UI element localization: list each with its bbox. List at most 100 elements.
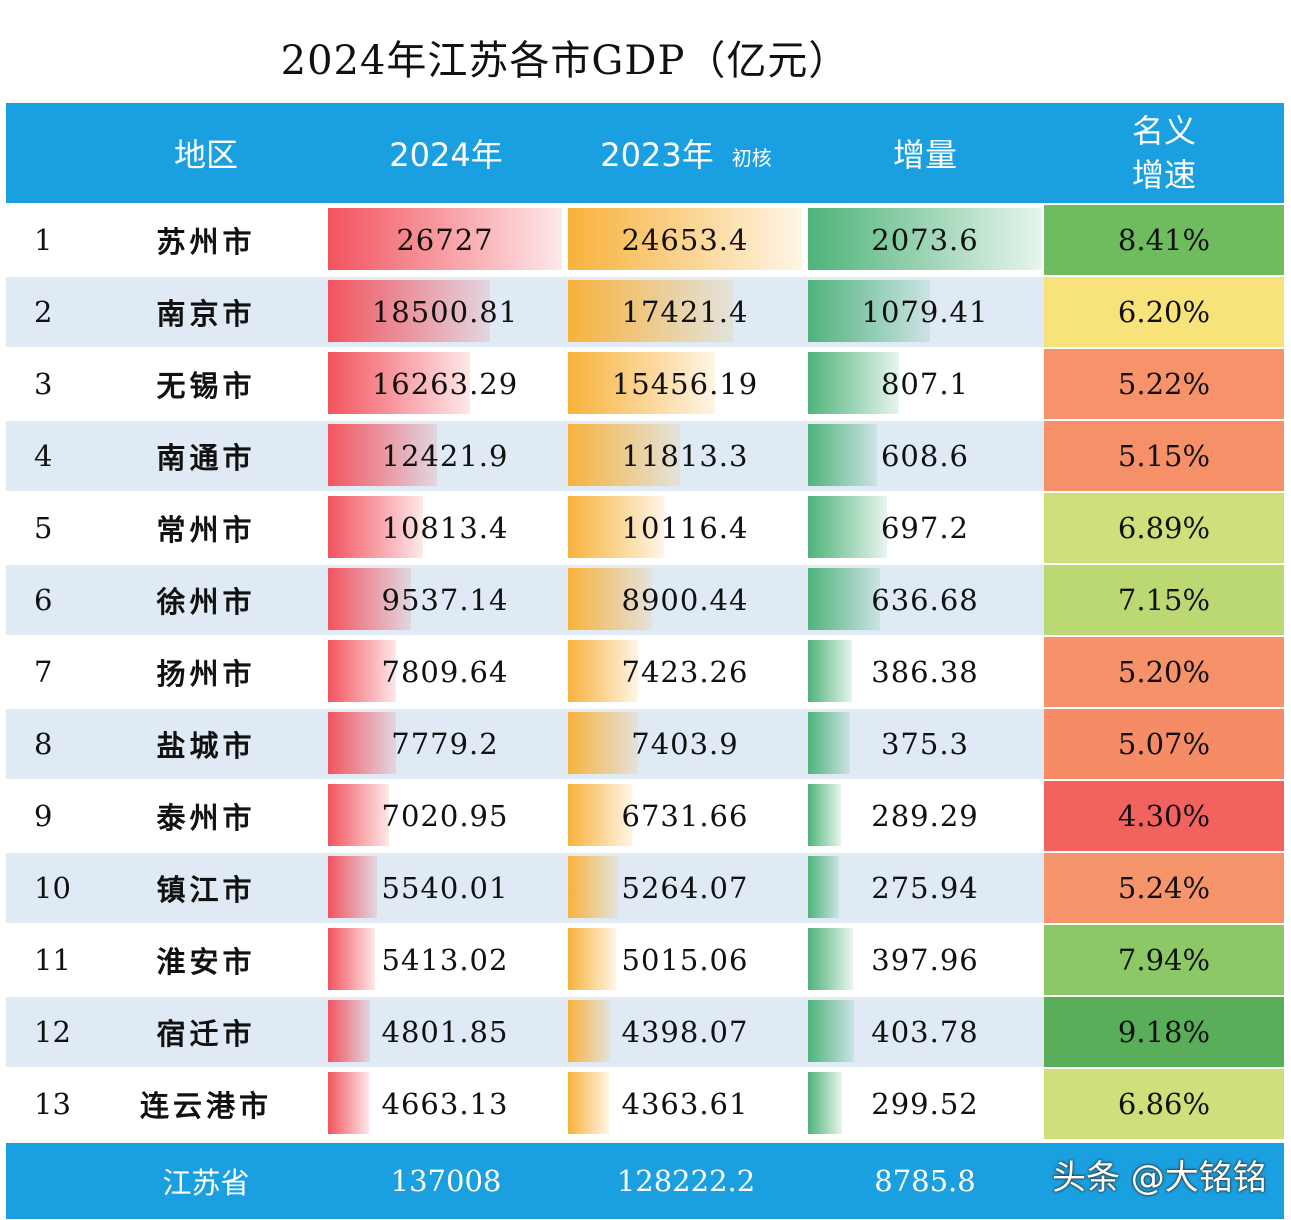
value-increase: 636.68 — [871, 583, 979, 617]
data-bar-increase — [808, 640, 852, 702]
header-region: 地区 — [173, 136, 238, 174]
value-increase: 397.96 — [871, 943, 979, 977]
data-bar-increase — [808, 712, 851, 774]
data-bar-gdp2023 — [568, 640, 639, 702]
value-gdp2023: 7403.9 — [631, 727, 739, 761]
data-bar-gdp2023 — [568, 424, 681, 486]
table-row: 7 扬州市 7809.64 7423.26 386.38 5.20% — [6, 637, 1284, 707]
growth-rate-cell: 6.89% — [1044, 493, 1284, 563]
table-row: 9 泰州市 7020.95 6731.66 289.29 4.30% — [6, 781, 1284, 851]
table-row: 13 连云港市 4663.13 4363.61 299.52 6.86% — [6, 1069, 1284, 1139]
row-city: 无锡市 — [156, 369, 256, 403]
value-increase: 289.29 — [871, 799, 979, 833]
row-rank: 13 — [34, 1087, 71, 1121]
value-gdp2024: 18500.81 — [371, 295, 519, 329]
row-city: 常州市 — [156, 513, 256, 547]
row-rank: 4 — [34, 439, 53, 473]
value-gdp2024: 4663.13 — [381, 1087, 509, 1121]
growth-rate-cell: 9.18% — [1044, 997, 1284, 1067]
data-bar-increase — [808, 208, 1042, 270]
row-rank: 8 — [34, 727, 53, 761]
value-gdp2024: 5413.02 — [381, 943, 509, 977]
growth-rate-cell: 6.20% — [1044, 277, 1284, 347]
data-bar-gdp2024 — [328, 640, 397, 702]
row-city: 扬州市 — [156, 657, 256, 691]
value-gdp2024: 12421.9 — [381, 439, 509, 473]
data-bar-increase — [808, 1072, 842, 1134]
growth-rate-cell: 5.15% — [1044, 421, 1284, 491]
row-rank: 3 — [34, 367, 53, 401]
row-city: 南京市 — [156, 297, 256, 331]
row-rank: 5 — [34, 511, 53, 545]
value-gdp2023: 5264.07 — [621, 871, 749, 905]
value-gdp2023: 4398.07 — [621, 1015, 749, 1049]
value-increase: 1079.41 — [861, 295, 989, 329]
data-bar-gdp2024 — [328, 1000, 371, 1062]
data-bar-gdp2023 — [568, 856, 618, 918]
data-bar-gdp2023 — [568, 352, 715, 414]
value-gdp2023: 5015.06 — [621, 943, 749, 977]
value-gdp2023: 24653.4 — [621, 223, 749, 257]
value-gdp2024: 9537.14 — [381, 583, 509, 617]
row-city: 南通市 — [156, 441, 256, 475]
chart-title: 2024年江苏各市GDP（亿元） — [280, 38, 850, 84]
data-bar-gdp2023 — [568, 712, 639, 774]
data-bar-gdp2023 — [568, 1072, 610, 1134]
data-bar-gdp2024 — [328, 568, 412, 630]
value-gdp2024: 5540.01 — [381, 871, 509, 905]
value-increase: 386.38 — [871, 655, 979, 689]
data-bar-increase — [808, 784, 841, 846]
row-rank: 9 — [34, 799, 53, 833]
value-gdp2024: 7809.64 — [381, 655, 509, 689]
value-increase: 807.1 — [880, 367, 970, 401]
data-bar-gdp2024 — [328, 856, 377, 918]
row-city: 盐城市 — [156, 729, 256, 763]
data-bar-gdp2024 — [328, 424, 437, 486]
value-increase: 697.2 — [880, 511, 970, 545]
header-growth: 名义 增速 — [1044, 103, 1284, 203]
header-2023-note: 初核 — [731, 145, 772, 170]
value-gdp2023: 11813.3 — [621, 439, 749, 473]
data-bar-gdp2023 — [568, 280, 734, 342]
value-increase: 299.52 — [871, 1087, 979, 1121]
data-bar-increase — [808, 856, 840, 918]
data-bar-increase — [808, 352, 900, 414]
data-bar-gdp2023 — [568, 784, 632, 846]
table-row: 6 徐州市 9537.14 8900.44 636.68 7.15% — [6, 565, 1284, 635]
growth-rate-cell: 5.20% — [1044, 637, 1284, 707]
row-rank: 2 — [34, 295, 53, 329]
value-increase: 275.94 — [871, 871, 979, 905]
data-bar-increase — [808, 928, 853, 990]
data-bar-gdp2023 — [568, 568, 653, 630]
table-row: 11 淮安市 5413.02 5015.06 397.96 7.94% — [6, 925, 1284, 995]
data-bar-gdp2024 — [328, 496, 423, 558]
row-city: 淮安市 — [156, 945, 256, 979]
growth-rate-cell: 5.24% — [1044, 853, 1284, 923]
row-rank: 7 — [34, 655, 53, 689]
data-bar-gdp2024 — [328, 784, 390, 846]
row-rank: 1 — [34, 223, 53, 257]
data-bar-gdp2023 — [568, 928, 616, 990]
total-increase: 8785.8 — [874, 1164, 976, 1198]
data-bar-gdp2024 — [328, 928, 376, 990]
growth-rate-cell: 5.22% — [1044, 349, 1284, 419]
data-bar-increase — [808, 424, 877, 486]
data-bar-gdp2023 — [568, 208, 802, 270]
header-increase: 增量 — [892, 136, 957, 174]
row-city: 泰州市 — [156, 801, 256, 835]
total-label: 江苏省 — [162, 1166, 250, 1200]
row-city: 连云港市 — [139, 1089, 272, 1123]
growth-rate-cell: 4.30% — [1044, 781, 1284, 851]
row-rank: 12 — [34, 1015, 71, 1049]
total-2024: 137008 — [390, 1164, 502, 1198]
value-gdp2023: 10116.4 — [621, 511, 749, 545]
value-gdp2023: 7423.26 — [621, 655, 749, 689]
data-bar-increase — [808, 496, 887, 558]
data-bar-increase — [808, 568, 880, 630]
data-bar-gdp2024 — [328, 712, 397, 774]
table-header: 地区 2024年 2023年 初核 增量 名义 增速 — [6, 103, 1284, 203]
row-city: 徐州市 — [156, 585, 256, 619]
value-increase: 403.78 — [871, 1015, 979, 1049]
value-gdp2024: 26727 — [396, 223, 494, 257]
growth-rate-cell: 7.15% — [1044, 565, 1284, 635]
